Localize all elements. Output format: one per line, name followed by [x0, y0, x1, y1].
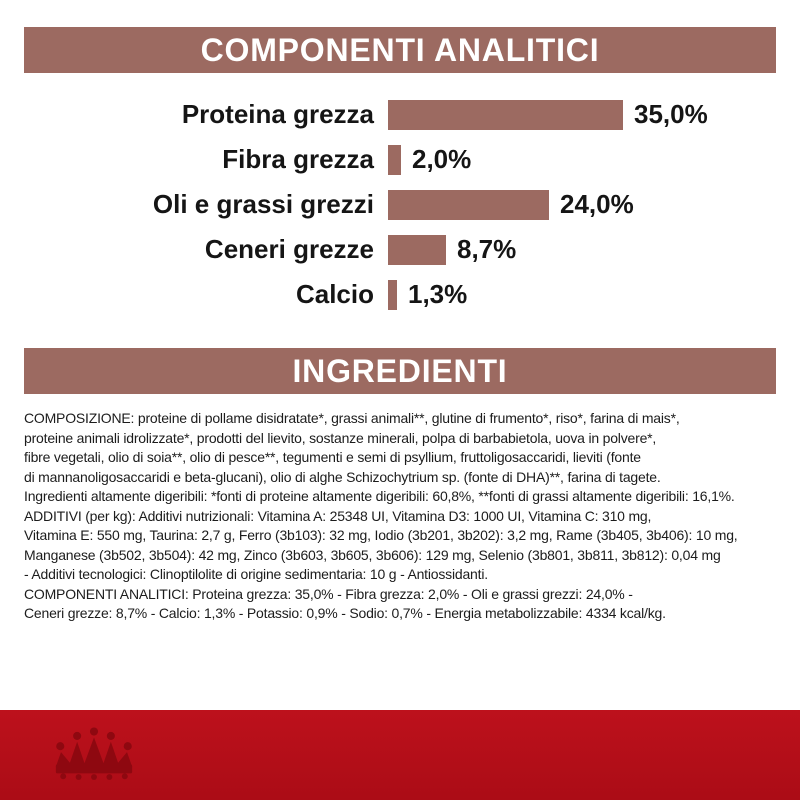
analytics-banner: COMPONENTI ANALITICI — [24, 27, 776, 73]
chart-category-label: Ceneri grezze — [204, 234, 374, 264]
chart-bar — [388, 99, 623, 130]
ingredients-line: fibre vegetali, olio di soia**, olio di … — [24, 449, 641, 465]
ingredients-banner-title: INGREDIENTI — [292, 353, 508, 389]
ingredients-line: proteine animali idrolizzate*, prodotti … — [24, 429, 657, 446]
ingredients-line: ADDITIVI (per kg): Additivi nutrizionali… — [24, 507, 652, 524]
chart-row: Calcio 1,3% — [0, 279, 800, 310]
analytics-chart: Proteina grezza 35,0% Fibra grezza 2,0% Oli … — [0, 99, 800, 310]
chart-bar — [388, 234, 446, 265]
chart-row: Oli e grassi grezzi 24,0% — [0, 189, 800, 220]
chart-row: Proteina grezza 35,0% — [0, 99, 800, 130]
ingredients-line: Manganese (3b502, 3b504): 42 mg, Zinco (… — [24, 546, 721, 563]
ingredients-banner: INGREDIENTI — [24, 348, 776, 394]
chart-category-label: Oli e grassi grezzi — [152, 189, 374, 219]
chart-bar — [388, 279, 397, 310]
chart-category-label: Calcio — [295, 279, 374, 309]
chart-row: Ceneri grezze 8,7% — [0, 234, 800, 265]
chart-value-label: 8,7% — [457, 234, 517, 264]
chart-value-label: 35,0% — [634, 99, 708, 129]
footer-band — [0, 710, 800, 800]
ingredients-line: Ceneri grezze: 8,7% - Calcio: 1,3% - Pot… — [24, 605, 666, 621]
chart-value-label: 1,3% — [408, 279, 468, 309]
royal-canin-crown-icon — [55, 727, 133, 780]
ingredients-line: Ingredienti altamente digeribili: *fonti… — [24, 488, 735, 504]
ingredients-text: COMPOSIZIONE: proteine di pollame disidr… — [24, 409, 776, 624]
chart-row: Fibra grezza 2,0% — [0, 144, 800, 175]
chart-bar — [388, 144, 401, 175]
chart-category-label: Fibra grezza — [222, 144, 374, 174]
ingredients-line: COMPOSIZIONE: proteine di pollame disidr… — [24, 410, 680, 426]
chart-bar — [388, 189, 549, 220]
chart-category-label: Proteina grezza — [181, 99, 374, 129]
analytics-banner-title: COMPONENTI ANALITICI — [200, 32, 600, 68]
ingredients-line: Vitamina E: 550 mg, Taurina: 2,7 g, Ferr… — [24, 527, 738, 543]
ingredients-line: di mannanoligosaccaridi e beta-glucani),… — [24, 468, 661, 485]
chart-value-label: 2,0% — [412, 144, 472, 174]
ingredients-line: - Additivi tecnologici: Clinoptilolite d… — [24, 566, 488, 582]
chart-value-label: 24,0% — [560, 189, 634, 219]
ingredients-line: COMPONENTI ANALITICI: Proteina grezza: 3… — [24, 585, 633, 602]
